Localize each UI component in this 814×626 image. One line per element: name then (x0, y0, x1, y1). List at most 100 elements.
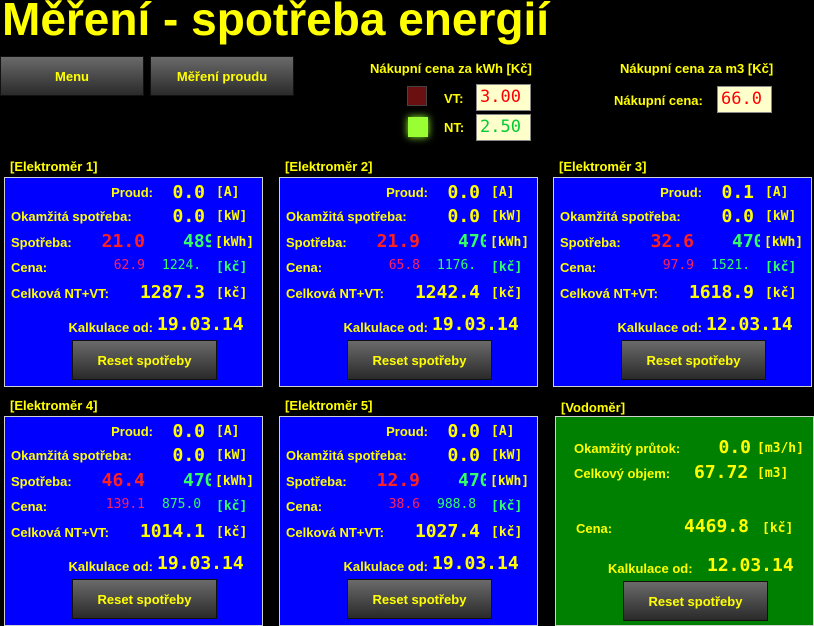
consumption-vt: 21.9 (376, 231, 420, 252)
meter-title: [Elektroměr 2] (285, 159, 373, 174)
current-value: 0.0 (447, 421, 480, 442)
reset-button[interactable]: Reset spotřeby (72, 340, 217, 380)
power-value: 0.0 (721, 206, 754, 227)
price-value: 4469.8 (684, 516, 750, 537)
row-label: Kalkulace od: (343, 559, 428, 574)
price-unit: [kč] (216, 260, 248, 275)
row-label: Kalkulace od: (68, 320, 153, 335)
nt-price[interactable]: 2.50 (476, 114, 531, 141)
power-unit: [kW] (216, 448, 248, 463)
current-unit: [A] (765, 185, 789, 200)
meter-panel: Proud: 0.0 [A] Okamžitá spotřeba: 0.0 [kW] Spo… (279, 416, 538, 626)
consumption-vt: 32.6 (650, 231, 694, 252)
meter-title: [Elektroměr 3] (559, 159, 647, 174)
current-value: 0.1 (721, 182, 754, 203)
water-panel: Okamžitý průtok: 0.0 [m3/h] Celkový objem: 6… (555, 416, 814, 626)
price-nt: 875.0 (162, 497, 202, 512)
price-vt: 38.6 (388, 497, 420, 512)
price-unit: [kč] (762, 521, 794, 536)
vt-price[interactable]: 3.00 (476, 84, 531, 111)
reset-button[interactable]: Reset spotřeby (623, 581, 768, 621)
row-label: Cena: (560, 260, 597, 275)
row-label: Spotřeba: (560, 235, 621, 250)
water-price[interactable]: 66.0 (717, 86, 772, 113)
consumption-unit: [kWh] (215, 235, 255, 250)
reset-button[interactable]: Reset spotřeby (347, 579, 492, 619)
price-nt: 1224. (162, 258, 202, 273)
row-label: Spotřeba: (286, 235, 347, 250)
row-label: Spotřeba: (286, 474, 347, 489)
reset-button[interactable]: Reset spotřeby (621, 340, 766, 380)
tariff-title: Nákupní cena za kWh [Kč] (370, 61, 532, 76)
reset-button[interactable]: Reset spotřeby (72, 579, 217, 619)
meter-title: [Elektroměr 4] (10, 398, 98, 413)
meter-title: [Elektroměr 5] (285, 398, 373, 413)
row-label: Cena: (11, 260, 48, 275)
current-unit: [A] (491, 424, 515, 439)
since-value: 19.03.14 (157, 314, 244, 335)
row-label: Spotřeba: (11, 474, 72, 489)
total-unit: [kč] (491, 525, 523, 540)
row-label: Okamžitá spotřeba: (11, 448, 132, 463)
reset-button[interactable]: Reset spotřeby (347, 340, 492, 380)
price-nt: 1176. (437, 258, 477, 273)
price-vt: 65.8 (388, 258, 420, 273)
price-nt: 988.8 (437, 497, 477, 512)
consumption-nt: 470. (183, 471, 211, 491)
power-value: 0.0 (172, 445, 205, 466)
power-value: 0.0 (172, 206, 205, 227)
meter-panel: Proud: 0.1 [A] Okamžitá spotřeba: 0.0 [kW] Spo… (553, 177, 812, 387)
total-unit: [kč] (765, 286, 797, 301)
consumption-nt: 470. (458, 471, 486, 491)
price-nt: 1521. (711, 258, 751, 273)
row-label: Celkový objem: (574, 466, 671, 481)
power-value: 0.0 (447, 445, 480, 466)
price-unit: [kč] (216, 499, 248, 514)
total-unit: [kč] (216, 286, 248, 301)
row-label: Cena: (286, 499, 323, 514)
current-button[interactable]: Měření proudu (150, 56, 294, 96)
since-value: 12.03.14 (707, 555, 794, 576)
meter-panel: Proud: 0.0 [A] Okamžitá spotřeba: 0.0 [kW] Spo… (4, 416, 263, 626)
row-label: Kalkulace od: (68, 559, 153, 574)
volume-unit: [m3] (757, 466, 789, 481)
price-unit: [kč] (765, 260, 797, 275)
total-value: 1014.1 (139, 521, 205, 542)
meter-panel: Proud: 0.0 [A] Okamžitá spotřeba: 0.0 [kW] Spo… (4, 177, 263, 387)
power-unit: [kW] (765, 209, 797, 224)
consumption-unit: [kWh] (490, 474, 530, 489)
price-unit: [kč] (491, 260, 523, 275)
row-label: Celková NT+VT: (11, 286, 109, 301)
flow-unit: [m3/h] (757, 441, 804, 456)
row-label: Celková NT+VT: (286, 286, 384, 301)
volume-value: 67.72 (694, 462, 749, 483)
row-label: Okamžitá spotřeba: (11, 209, 132, 224)
row-label: Spotřeba: (11, 235, 72, 250)
total-value: 1027.4 (414, 521, 480, 542)
row-label: Okamžitá spotřeba: (286, 448, 407, 463)
total-value: 1287.3 (139, 282, 205, 303)
power-unit: [kW] (491, 209, 523, 224)
water-price-title: Nákupní cena za m3 [Kč] (620, 61, 774, 76)
power-unit: [kW] (491, 448, 523, 463)
current-unit: [A] (491, 185, 515, 200)
meter-panel: Proud: 0.0 [A] Okamžitá spotřeba: 0.0 [kW] Spo… (279, 177, 538, 387)
meter-title: [Vodoměr] (561, 400, 626, 415)
row-label: Cena: (11, 499, 48, 514)
row-label: Proud: (111, 424, 153, 439)
page-title: Měření - spotřeba energií (2, 0, 550, 45)
consumption-nt: 470. (458, 232, 486, 252)
row-label: Celková NT+VT: (286, 525, 384, 540)
price-unit: [kč] (491, 499, 523, 514)
nt-label: NT: (444, 120, 465, 135)
menu-button[interactable]: Menu (0, 56, 144, 96)
row-label: Cena: (576, 521, 613, 536)
consumption-unit: [kWh] (490, 235, 530, 250)
current-value: 0.0 (447, 182, 480, 203)
consumption-unit: [kWh] (215, 474, 255, 489)
total-value: 1242.4 (414, 282, 480, 303)
power-value: 0.0 (447, 206, 480, 227)
consumption-vt: 46.4 (101, 470, 145, 491)
row-label: Okamžitá spotřeba: (560, 209, 681, 224)
